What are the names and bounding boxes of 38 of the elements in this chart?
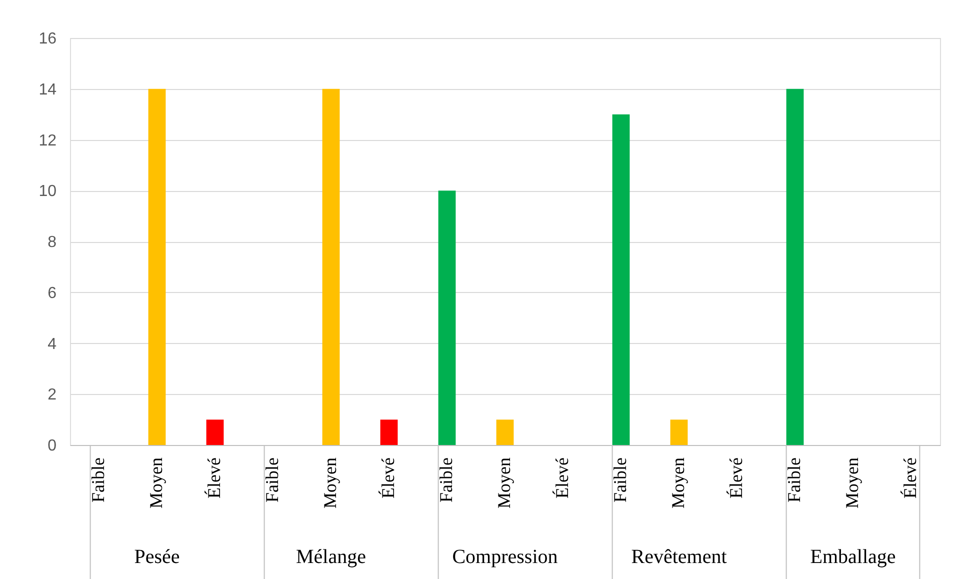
x-tick-label: Faible [262,458,282,502]
x-tick-label: Élevé [900,458,920,498]
x-tick-label: Faible [610,458,630,502]
x-tick-label: Élevé [378,458,398,498]
text: Mélange [296,546,366,568]
x-tick-label: Élevé [552,458,572,498]
y-tick-label: 14 [38,81,57,98]
bar [670,420,688,445]
bar [148,88,166,445]
x-tick-label: Moyen [842,458,862,508]
bar [438,190,456,445]
bar [786,88,804,445]
x-tick-label: Moyen [146,458,166,508]
y-tick-label: 10 [38,183,57,200]
bar [380,420,398,445]
x-tick-label: Élevé [726,458,746,498]
bar [322,88,340,445]
y-tick-label: 4 [48,336,57,353]
x-tick-label: Moyen [668,458,688,508]
text: Revêtement [631,546,728,568]
bar [496,420,514,445]
y-tick-label: 16 [38,30,57,48]
x-tick-label: Faible [436,458,456,502]
text: Emballage [810,546,896,568]
y-tick-label: 12 [38,132,57,150]
text: Pesée [134,546,180,568]
x-tick-label: Faible [784,458,804,502]
x-tick-label: Moyen [320,458,340,508]
bar [206,420,224,445]
x-tick-label: Élevé [204,458,224,498]
y-tick-label: 8 [48,234,57,251]
y-tick-label: 2 [48,386,57,404]
text: Compression [452,546,558,568]
x-tick-label: Moyen [494,458,514,508]
y-tick-label: 0 [48,438,57,454]
x-tick-label: Faible [88,458,108,502]
bar [612,114,630,445]
y-tick-label: 6 [48,284,57,302]
